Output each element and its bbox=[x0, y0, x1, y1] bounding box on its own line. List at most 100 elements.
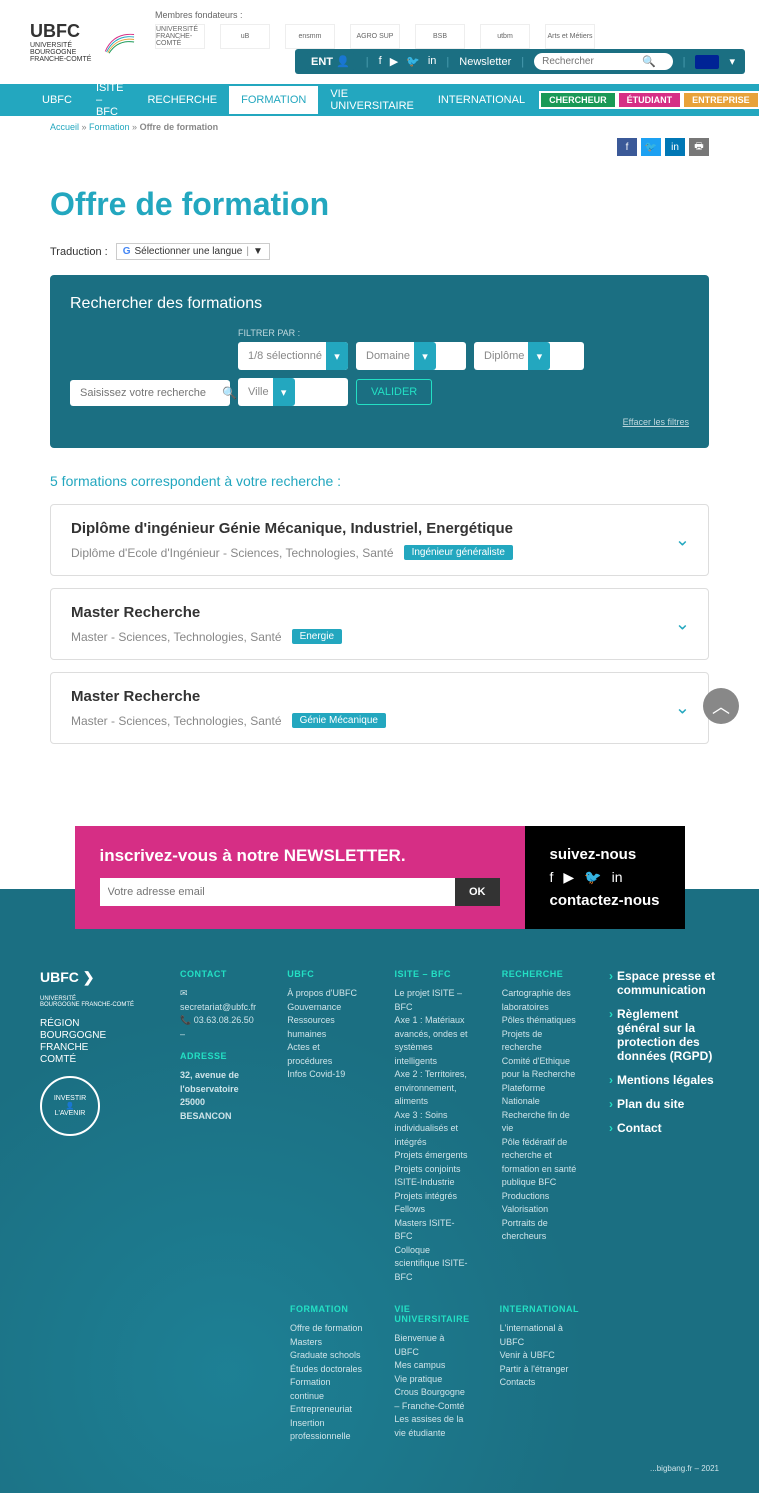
footer-right-link[interactable]: Plan du site bbox=[609, 1097, 719, 1111]
founder-logo[interactable]: ensmm bbox=[285, 24, 335, 49]
newsletter-email-input[interactable] bbox=[100, 878, 456, 906]
language-flag[interactable] bbox=[695, 55, 719, 69]
footer-link[interactable]: Projets de recherche bbox=[502, 1028, 579, 1055]
founder-logo[interactable]: AGRO SUP bbox=[350, 24, 400, 49]
footer-link[interactable]: Colloque scientifique ISITE-BFC bbox=[395, 1244, 472, 1285]
footer-link[interactable]: L'international à UBFC bbox=[500, 1322, 579, 1349]
footer-link[interactable]: Formation continue bbox=[290, 1376, 364, 1403]
role-tag-chercheur[interactable]: CHERCHEUR bbox=[541, 93, 615, 107]
nav-item[interactable]: VIE UNIVERSITAIRE bbox=[318, 80, 426, 120]
footer-link[interactable]: Projets intégrés bbox=[395, 1190, 472, 1204]
footer-link[interactable]: Études doctorales bbox=[290, 1363, 364, 1377]
footer-link[interactable]: Bienvenue à UBFC bbox=[394, 1332, 469, 1359]
footer-right-link[interactable]: Contact bbox=[609, 1121, 719, 1135]
footer-link[interactable]: Productions bbox=[502, 1190, 579, 1204]
search-icon[interactable]: 🔍 bbox=[222, 386, 237, 400]
result-card[interactable]: Master RechercheMaster - Sciences, Techn… bbox=[50, 672, 709, 744]
youtube-icon[interactable]: ▶ bbox=[390, 55, 398, 68]
footer-link[interactable]: Axe 3 : Soins individualisés et intégrés bbox=[395, 1109, 472, 1150]
footer-link[interactable]: Comité d'Ethique pour la Recherche bbox=[502, 1055, 579, 1082]
footer-link[interactable]: Vie pratique bbox=[394, 1373, 469, 1387]
logo[interactable]: UBFC UNIVERSITÉ BOURGOGNE FRANCHE-COMTÉ bbox=[30, 21, 135, 63]
translate-select[interactable]: G Sélectionner une langue | ▼ bbox=[116, 243, 270, 260]
founder-logo[interactable]: uB bbox=[220, 24, 270, 49]
footer-link[interactable]: Les assises de la vie étudiante bbox=[394, 1413, 469, 1440]
scroll-top-button[interactable]: ︿ bbox=[703, 688, 739, 724]
validate-button[interactable]: VALIDER bbox=[356, 379, 432, 405]
nav-item[interactable]: FORMATION bbox=[229, 86, 318, 114]
share-twitter-icon[interactable]: 🐦 bbox=[641, 138, 661, 156]
chevron-down-icon[interactable]: ▾ bbox=[729, 55, 735, 68]
footer-link[interactable]: Gouvernance bbox=[287, 1001, 364, 1015]
footer-link[interactable]: À propos d'UBFC bbox=[287, 987, 364, 1001]
linkedin-icon[interactable]: in bbox=[428, 55, 437, 68]
footer-link[interactable]: Infos Covid-19 bbox=[287, 1068, 364, 1082]
filter-diploma[interactable]: Diplôme▾ bbox=[474, 342, 584, 370]
search-input[interactable] bbox=[80, 387, 222, 399]
footer-link[interactable]: Fellows bbox=[395, 1203, 472, 1217]
footer-link[interactable]: Graduate schools bbox=[290, 1349, 364, 1363]
footer-right-link[interactable]: Espace presse et communication bbox=[609, 969, 719, 997]
chevron-down-icon[interactable]: ⌄ bbox=[675, 530, 690, 551]
founder-logo[interactable]: utbm bbox=[480, 24, 530, 49]
footer-link[interactable]: Axe 2 : Territoires, environnement, alim… bbox=[395, 1068, 472, 1109]
footer-link[interactable]: Cartographie des laboratoires bbox=[502, 987, 579, 1014]
footer-link[interactable]: Venir à UBFC bbox=[500, 1349, 579, 1363]
footer-link[interactable]: Actes et procédures bbox=[287, 1041, 364, 1068]
newsletter-ok-button[interactable]: OK bbox=[455, 878, 500, 906]
facebook-icon[interactable]: f bbox=[550, 869, 554, 886]
footer-link[interactable]: Crous Bourgogne – Franche-Comté bbox=[394, 1386, 469, 1413]
header-search-input[interactable] bbox=[542, 56, 642, 67]
result-card[interactable]: Master RechercheMaster - Sciences, Techn… bbox=[50, 588, 709, 660]
footer-link[interactable]: Entrepreneuriat bbox=[290, 1403, 364, 1417]
footer-link[interactable]: Axe 1 : Matériaux avancés, ondes et syst… bbox=[395, 1014, 472, 1068]
footer-link[interactable]: Valorisation bbox=[502, 1203, 579, 1217]
breadcrumb-home[interactable]: Accueil bbox=[50, 122, 79, 132]
search-icon[interactable]: 🔍 bbox=[642, 55, 656, 68]
share-linkedin-icon[interactable]: in bbox=[665, 138, 685, 156]
filter-establishment[interactable]: 1/8 sélectionné▾ bbox=[238, 342, 348, 370]
footer-link[interactable]: Offre de formation bbox=[290, 1322, 364, 1336]
footer-right-link[interactable]: Règlement général sur la protection des … bbox=[609, 1007, 719, 1063]
share-facebook-icon[interactable]: f bbox=[617, 138, 637, 156]
filter-domain[interactable]: Domaine▾ bbox=[356, 342, 466, 370]
footer-link[interactable]: Le projet ISITE – BFC bbox=[395, 987, 472, 1014]
footer-link[interactable]: Projets émergents bbox=[395, 1149, 472, 1163]
twitter-icon[interactable]: 🐦 bbox=[406, 55, 420, 68]
filter-city[interactable]: Ville▾ bbox=[238, 378, 348, 406]
founder-logo[interactable]: Arts et Métiers bbox=[545, 24, 595, 49]
linkedin-icon[interactable]: in bbox=[612, 869, 623, 886]
footer-link[interactable]: Pôle fédératif de recherche et formation… bbox=[502, 1136, 579, 1190]
footer-link[interactable]: Projets conjoints ISITE-Industrie bbox=[395, 1163, 472, 1190]
clear-filters-link[interactable]: Effacer les filtres bbox=[623, 417, 689, 427]
result-card[interactable]: Diplôme d'ingénieur Génie Mécanique, Ind… bbox=[50, 504, 709, 576]
footer-link[interactable]: Portraits de chercheurs bbox=[502, 1217, 579, 1244]
header-search[interactable]: 🔍 bbox=[534, 53, 673, 70]
footer-right-link[interactable]: Mentions légales bbox=[609, 1073, 719, 1087]
footer-link[interactable]: Mes campus bbox=[394, 1359, 469, 1373]
footer-link[interactable]: Masters ISITE-BFC bbox=[395, 1217, 472, 1244]
twitter-icon[interactable]: 🐦 bbox=[584, 869, 601, 886]
youtube-icon[interactable]: ▶ bbox=[563, 869, 574, 886]
ent-button[interactable]: ENT 👤 bbox=[305, 53, 356, 70]
newsletter-link[interactable]: Newsletter bbox=[459, 56, 511, 68]
print-icon[interactable]: 🖶 bbox=[689, 138, 709, 156]
role-tag-entreprise[interactable]: ENTREPRISE bbox=[684, 93, 758, 107]
founder-logo[interactable]: UNIVERSITÉ FRANCHE-COMTÉ bbox=[155, 24, 205, 49]
footer-email[interactable]: ✉ secretariat@ubfc.fr bbox=[180, 987, 257, 1014]
footer-link[interactable]: Masters bbox=[290, 1336, 364, 1350]
facebook-icon[interactable]: f bbox=[379, 55, 382, 68]
founder-logo[interactable]: BSB bbox=[415, 24, 465, 49]
footer-link[interactable]: Insertion professionnelle bbox=[290, 1417, 364, 1444]
nav-item[interactable]: INTERNATIONAL bbox=[426, 86, 537, 114]
chevron-down-icon[interactable]: ⌄ bbox=[675, 614, 690, 635]
nav-item[interactable]: RECHERCHE bbox=[135, 86, 229, 114]
breadcrumb-mid[interactable]: Formation bbox=[89, 122, 130, 132]
nav-item[interactable]: ISITE – BFC bbox=[84, 74, 136, 126]
footer-link[interactable]: Pôles thématiques bbox=[502, 1014, 579, 1028]
footer-link[interactable]: Contacts bbox=[500, 1376, 579, 1390]
footer-phone[interactable]: 📞 03.63.08.26.50 bbox=[180, 1014, 257, 1028]
footer-link[interactable]: Plateforme Nationale Recherche fin de vi… bbox=[502, 1082, 579, 1136]
footer-link[interactable]: Partir à l'étranger bbox=[500, 1363, 579, 1377]
role-tag-etudiant[interactable]: ÉTUDIANT bbox=[619, 93, 681, 107]
